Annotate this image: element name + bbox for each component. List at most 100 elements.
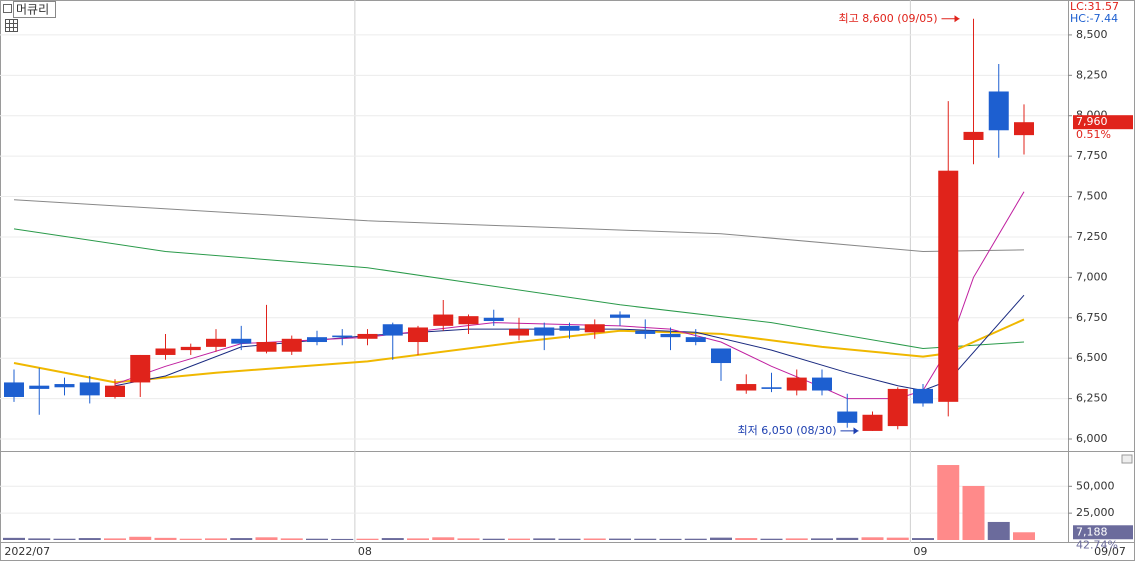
volume-bar xyxy=(659,538,682,540)
volume-bar xyxy=(53,538,76,540)
volume-bar xyxy=(811,538,833,540)
volume-bar xyxy=(634,538,657,540)
moving-average-line xyxy=(114,191,1025,400)
candle-body xyxy=(963,131,984,140)
candle-body xyxy=(786,377,807,391)
candle-body xyxy=(988,91,1009,131)
candle-body xyxy=(837,411,858,423)
volume-bar xyxy=(558,538,581,540)
candle-body xyxy=(206,338,226,347)
annotation-arrowhead xyxy=(853,427,859,435)
candle-body xyxy=(1014,122,1034,136)
annotation-arrowhead xyxy=(954,15,960,23)
candle-body xyxy=(105,385,125,397)
y-tick-label: 7,500 xyxy=(1076,190,1108,203)
current-price-box xyxy=(1073,115,1133,130)
volume-bar xyxy=(432,537,455,540)
indicator: LC:31.57 xyxy=(1070,0,1119,13)
volume-bar xyxy=(129,536,152,540)
volume-bar xyxy=(407,538,429,540)
volume-bar xyxy=(3,537,25,540)
checkbox[interactable] xyxy=(3,4,12,13)
stock-name-box[interactable] xyxy=(13,1,56,18)
candle-body xyxy=(281,338,302,352)
candle-body xyxy=(711,348,731,364)
y-tick-label: 50,000 xyxy=(1076,479,1115,492)
y-tick-label: 7,250 xyxy=(1076,230,1108,243)
candle-body xyxy=(559,325,580,331)
candle-body xyxy=(256,342,277,352)
volume-bar xyxy=(937,465,960,540)
candle-body xyxy=(180,346,201,351)
candle-body xyxy=(509,329,529,336)
volume-bar xyxy=(912,538,934,540)
candle-body xyxy=(736,384,757,391)
volume-bar xyxy=(508,538,530,540)
volume-bar xyxy=(962,485,985,540)
x-tick-label: 09 xyxy=(913,545,927,558)
volume-bar xyxy=(987,521,1010,540)
volume-change: 42.74% xyxy=(1076,538,1118,551)
candle-body xyxy=(584,324,605,333)
candle-body xyxy=(887,388,908,427)
volume-bar xyxy=(356,538,379,540)
candle-body xyxy=(79,382,100,396)
panel-close-button[interactable] xyxy=(1121,454,1133,464)
y-tick-label: 6,250 xyxy=(1076,392,1108,405)
volume-bar xyxy=(457,538,480,540)
y-tick-label: 6,000 xyxy=(1076,432,1108,445)
last-date: 09/07 xyxy=(1094,545,1126,558)
stock-name: 머큐리 xyxy=(16,3,49,17)
volume-bar xyxy=(533,538,556,540)
candle-body xyxy=(812,377,832,391)
moving-average-line xyxy=(13,318,1025,384)
volume-bar xyxy=(760,538,783,540)
volume-bar xyxy=(684,538,707,540)
candle-body xyxy=(433,314,454,326)
candle-body xyxy=(382,324,403,336)
volume-bar xyxy=(583,538,606,540)
volume-bar xyxy=(104,538,126,540)
volume-bar xyxy=(78,538,101,540)
y-tick-label: 7,750 xyxy=(1076,149,1108,162)
current-price: 7,960 xyxy=(1076,115,1108,128)
volume-bar xyxy=(1013,532,1035,540)
annotation: 최저 6,050 (08/30) xyxy=(737,424,836,437)
volume-bar xyxy=(154,537,177,540)
candle-body xyxy=(4,382,24,397)
candle-body xyxy=(862,414,883,431)
volume-bar xyxy=(255,537,278,540)
candle-body xyxy=(29,385,50,389)
volume-bar xyxy=(886,537,909,540)
volume-bar xyxy=(280,538,303,540)
annotation: 최고 8,600 (09/05) xyxy=(838,12,937,25)
candle-body xyxy=(357,333,378,339)
volume-bar xyxy=(785,538,808,540)
current-volume: 7,188 xyxy=(1076,525,1108,538)
volume-bar xyxy=(381,538,404,540)
y-tick-label: 6,750 xyxy=(1076,311,1108,324)
candle-body xyxy=(685,337,706,343)
candle-body xyxy=(458,316,479,325)
volume-bar xyxy=(861,537,884,540)
candle-body xyxy=(130,354,151,383)
y-tick-label: 25,000 xyxy=(1076,506,1115,519)
candle-body xyxy=(913,388,933,404)
x-tick-label: 08 xyxy=(358,545,372,558)
volume-bar xyxy=(205,538,227,540)
candle-body xyxy=(332,335,353,338)
volume-bar xyxy=(710,537,732,540)
candle-body xyxy=(155,348,176,355)
candle-body xyxy=(660,333,681,338)
volume-bar xyxy=(179,538,202,540)
candle-body xyxy=(231,338,252,344)
candle-body xyxy=(761,387,782,389)
grid-icon[interactable] xyxy=(5,19,18,32)
candle-body xyxy=(54,384,75,388)
current-volume-box xyxy=(1073,525,1133,540)
candle-body xyxy=(938,170,959,402)
volume-bar xyxy=(306,538,328,540)
current-change: 0.51% xyxy=(1076,128,1111,141)
